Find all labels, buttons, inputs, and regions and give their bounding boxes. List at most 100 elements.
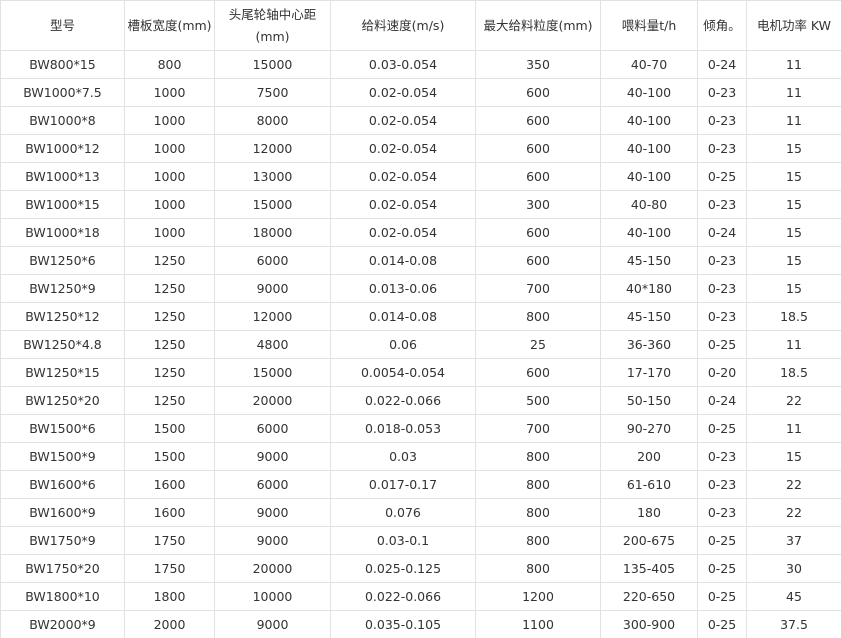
table-cell: 0-23 [697, 498, 747, 527]
table-cell: 800 [475, 470, 601, 499]
table-cell: 0-23 [697, 274, 747, 303]
table-cell: 50-150 [600, 386, 698, 415]
table-cell: 45-150 [600, 246, 698, 275]
header-cell: 电机功率 KW [746, 0, 841, 51]
table-cell: 61-610 [600, 470, 698, 499]
table-body: BW800*15 800 15000 0.03-0.054 350 40-70 0-24 11… [0, 50, 841, 638]
table-cell: 600 [475, 218, 601, 247]
table-cell: 15000 [214, 358, 331, 387]
table-cell: 15 [746, 274, 841, 303]
table-cell: 11 [746, 50, 841, 79]
table-cell: 0-25 [697, 610, 747, 638]
table-cell: 1000 [124, 78, 215, 107]
table-cell: 0.018-0.053 [330, 414, 476, 443]
table-cell: 800 [475, 302, 601, 331]
table-cell: 800 [475, 554, 601, 583]
table-cell: 0-20 [697, 358, 747, 387]
table-cell: 600 [475, 78, 601, 107]
table-cell: 0.014-0.08 [330, 246, 476, 275]
table-cell: 0-25 [697, 414, 747, 443]
table-cell: 12000 [214, 134, 331, 163]
table-row: BW1000*13 1000 13000 0.02-0.054 600 40-100 0-2… [0, 162, 841, 191]
table-row: BW1250*20 1250 20000 0.022-0.066 500 50-150 0-… [0, 386, 841, 415]
table-cell: 15000 [214, 50, 331, 79]
table-cell: 0.06 [330, 330, 476, 359]
table-cell: 600 [475, 134, 601, 163]
table-cell: 600 [475, 358, 601, 387]
table-cell: BW1800*10 [0, 582, 125, 611]
table-cell: 22 [746, 470, 841, 499]
table-cell: 1200 [475, 582, 601, 611]
table-cell: 600 [475, 246, 601, 275]
table-cell: 40-70 [600, 50, 698, 79]
table-cell: 18.5 [746, 302, 841, 331]
table-cell: 0.03-0.1 [330, 526, 476, 555]
table-cell: 0-24 [697, 386, 747, 415]
table-cell: 1100 [475, 610, 601, 638]
table-cell: BW1000*18 [0, 218, 125, 247]
table-cell: 0-23 [697, 246, 747, 275]
table-cell: 8000 [214, 106, 331, 135]
table-cell: BW1250*12 [0, 302, 125, 331]
table-cell: 0-25 [697, 162, 747, 191]
table-cell: 0.02-0.054 [330, 78, 476, 107]
table-cell: BW1250*9 [0, 274, 125, 303]
table-cell: 45 [746, 582, 841, 611]
table-cell: 1750 [124, 554, 215, 583]
table-cell: 220-650 [600, 582, 698, 611]
header-cell: 型号 [0, 0, 125, 51]
table-cell: BW1000*15 [0, 190, 125, 219]
table-cell: 1800 [124, 582, 215, 611]
table-cell: 13000 [214, 162, 331, 191]
table-cell: 15 [746, 246, 841, 275]
table-cell: 500 [475, 386, 601, 415]
table-cell: 1250 [124, 330, 215, 359]
header-row: 型号 槽板宽度(mm) 头尾轮轴中心距(mm) 给料速度(m/s) 最大给料粒度(mm)… [0, 0, 841, 51]
table-row: BW800*15 800 15000 0.03-0.054 350 40-70 0-24 11 [0, 50, 841, 79]
table-cell: BW2000*9 [0, 610, 125, 638]
table-cell: 800 [475, 442, 601, 471]
table-cell: 600 [475, 162, 601, 191]
table-cell: 9000 [214, 274, 331, 303]
table-cell: 20000 [214, 386, 331, 415]
header-cell: 倾角。 [697, 0, 747, 51]
table-cell: 22 [746, 498, 841, 527]
table-cell: 11 [746, 330, 841, 359]
table-cell: 1500 [124, 414, 215, 443]
table-cell: 15 [746, 134, 841, 163]
table-cell: 300 [475, 190, 601, 219]
table-cell: 0-25 [697, 582, 747, 611]
table-cell: 180 [600, 498, 698, 527]
table-cell: BW1250*4.8 [0, 330, 125, 359]
table-row: BW1600*9 1600 9000 0.076 800 180 0-23 22 [0, 498, 841, 527]
table-row: BW2000*9 2000 9000 0.035-0.105 1100 300-900 0-… [0, 610, 841, 638]
table-row: BW1600*6 1600 6000 0.017-0.17 800 61-610 0-23 2… [0, 470, 841, 499]
table-cell: 1000 [124, 134, 215, 163]
table-cell: 2000 [124, 610, 215, 638]
table-cell: 40-100 [600, 162, 698, 191]
table-cell: 300-900 [600, 610, 698, 638]
header-cell: 头尾轮轴中心距(mm) [214, 0, 331, 51]
table-cell: 1000 [124, 106, 215, 135]
table-row: BW1750*9 1750 9000 0.03-0.1 800 200-675 0-25 37 [0, 526, 841, 555]
table-row: BW1250*15 1250 15000 0.0054-0.054 600 17-170 0… [0, 358, 841, 387]
table-cell: 1500 [124, 442, 215, 471]
table-cell: 0.076 [330, 498, 476, 527]
table-cell: 0.022-0.066 [330, 386, 476, 415]
table-row: BW1000*15 1000 15000 0.02-0.054 300 40-80 0-23… [0, 190, 841, 219]
table-cell: 1250 [124, 274, 215, 303]
table-cell: 12000 [214, 302, 331, 331]
table-cell: 40-80 [600, 190, 698, 219]
table-cell: 0.0054-0.054 [330, 358, 476, 387]
header-cell: 喂料量t/h [600, 0, 698, 51]
table-cell: 9000 [214, 442, 331, 471]
table-cell: 350 [475, 50, 601, 79]
table-cell: BW1250*20 [0, 386, 125, 415]
table-cell: 17-170 [600, 358, 698, 387]
table-cell: 15 [746, 442, 841, 471]
table-row: BW1750*20 1750 20000 0.025-0.125 800 135-405 0… [0, 554, 841, 583]
header-cell: 槽板宽度(mm) [124, 0, 215, 51]
table-cell: 15 [746, 162, 841, 191]
table-cell: 11 [746, 414, 841, 443]
table-cell: BW800*15 [0, 50, 125, 79]
